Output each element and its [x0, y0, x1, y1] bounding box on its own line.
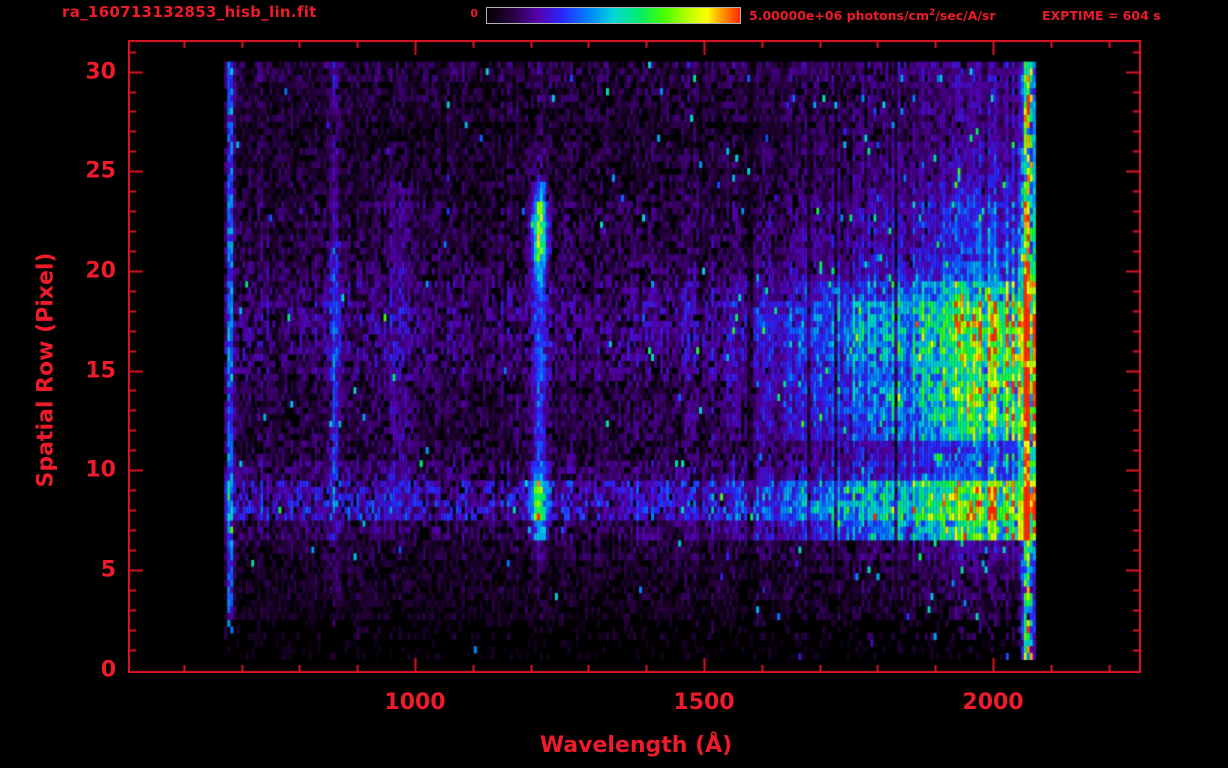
y-tick-label-20: 20: [85, 258, 116, 284]
colorbar-max-label-prefix: 5.00000e+06 photons/cm: [749, 8, 929, 24]
y-tick-label-0: 0: [100, 657, 116, 682]
colorbar-max-label-suffix: /sec/A/sr: [935, 8, 996, 24]
x-tick-label-1000: 1000: [384, 690, 446, 715]
x-axis-title: Wavelength (Å): [539, 733, 733, 758]
colorbar-max-label: 5.00000e+06 photons/cm2/sec/A/sr: [749, 8, 996, 23]
y-axis-title: Spatial Row (Pixel): [33, 252, 59, 488]
y-tick-label-15: 15: [85, 358, 116, 384]
y-tick-label-30: 30: [85, 59, 116, 85]
figure-title: ra_160713132853_hisb_lin.fit: [62, 3, 317, 21]
colorbar: [486, 7, 741, 24]
x-tick-label-1500: 1500: [673, 690, 735, 715]
y-tick-label-5: 5: [100, 557, 116, 583]
colorbar-min-label: 0: [470, 7, 478, 20]
exptime-label: EXPTIME = 604 s: [1042, 8, 1161, 23]
spectral-heatmap: [128, 40, 1141, 673]
x-tick-label-2000: 2000: [962, 690, 1024, 715]
y-tick-label-10: 10: [85, 457, 116, 483]
y-tick-label-25: 25: [85, 158, 116, 184]
colorbar-max-label-sup: 2: [928, 8, 936, 18]
